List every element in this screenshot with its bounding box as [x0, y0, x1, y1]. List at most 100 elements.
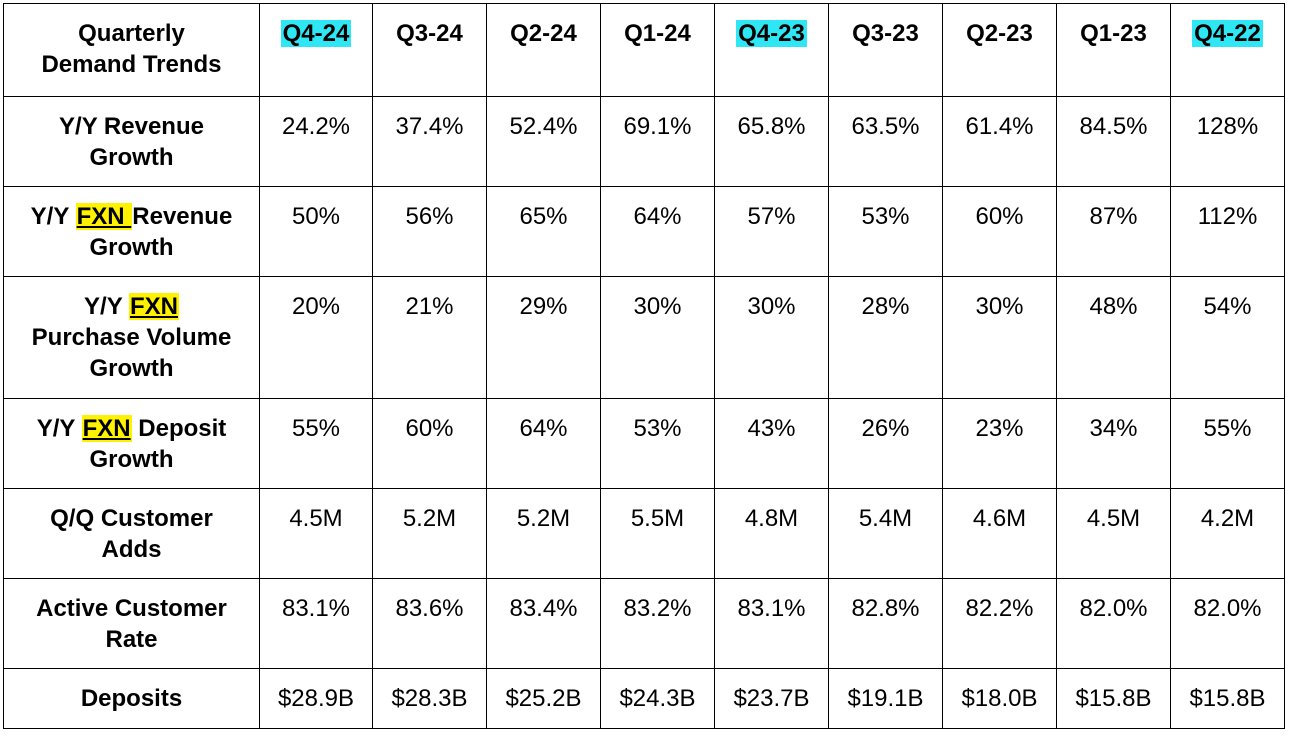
- table-cell: 37.4%: [372, 96, 487, 187]
- table-cell: 21%: [372, 276, 487, 399]
- table-cell: 5.2M: [486, 488, 601, 579]
- table-row-deposits: Deposits $28.9B $28.3B $25.2B $24.3B $23…: [3, 668, 1285, 729]
- row-header-cell: Active Customer Rate: [3, 578, 260, 669]
- table-cell: 87%: [1056, 186, 1171, 277]
- table-cell: 4.5M: [1056, 488, 1171, 579]
- row-label-part: Purchase Volume: [31, 324, 232, 351]
- table-cell: 30%: [600, 276, 715, 399]
- row-label-part: Active Customer: [36, 595, 227, 622]
- column-header-label: Q4-22: [1192, 20, 1263, 47]
- table-cell: 43%: [714, 398, 829, 489]
- column-header-q4-23: Q4-23: [714, 3, 829, 97]
- row-header-cell: Y/Y FXN Deposit Growth: [3, 398, 260, 489]
- table-cell: 30%: [714, 276, 829, 399]
- table-cell: 26%: [828, 398, 943, 489]
- table-cell: $24.3B: [600, 668, 715, 729]
- table-cell: 4.5M: [259, 488, 373, 579]
- table-cell: 57%: [714, 186, 829, 277]
- table-cell: 83.2%: [600, 578, 715, 669]
- table-cell: 61.4%: [942, 96, 1057, 187]
- column-header-label: Q2-23: [966, 20, 1033, 47]
- table-cell: 63.5%: [828, 96, 943, 187]
- table-cell: 50%: [259, 186, 373, 277]
- table-cell: 64%: [600, 186, 715, 277]
- fxn-highlight: FXN: [128, 293, 179, 320]
- table-cell: $28.9B: [259, 668, 373, 729]
- table-row-active-customer-rate: Active Customer Rate 83.1% 83.6% 83.4% 8…: [3, 578, 1285, 669]
- row-label-part: Adds: [101, 536, 162, 563]
- table-cell: 55%: [1170, 398, 1285, 489]
- table-cell: 4.2M: [1170, 488, 1285, 579]
- table-cell: 82.8%: [828, 578, 943, 669]
- table-cell: 83.4%: [486, 578, 601, 669]
- table-cell: $18.0B: [942, 668, 1057, 729]
- column-header-q2-23: Q2-23: [942, 3, 1057, 97]
- table-cell: 30%: [942, 276, 1057, 399]
- table-cell: 4.8M: [714, 488, 829, 579]
- table-cell: 53%: [600, 398, 715, 489]
- table-cell: 48%: [1056, 276, 1171, 399]
- table-cell: $25.2B: [486, 668, 601, 729]
- table-cell: 56%: [372, 186, 487, 277]
- table-cell: 34%: [1056, 398, 1171, 489]
- column-header-q1-24: Q1-24: [600, 3, 715, 97]
- table-cell: 52.4%: [486, 96, 601, 187]
- table-cell: 82.0%: [1170, 578, 1285, 669]
- row-label-part: Y/Y: [36, 415, 82, 442]
- fxn-highlight: FXN: [75, 203, 133, 230]
- table-cell: 82.0%: [1056, 578, 1171, 669]
- row-header-cell: Y/Y FXN Purchase Volume Growth: [3, 276, 260, 399]
- table-cell: $28.3B: [372, 668, 487, 729]
- table-cell: 5.2M: [372, 488, 487, 579]
- table-cell: 60%: [372, 398, 487, 489]
- table-row-yy-revenue-growth: Y/Y Revenue Growth 24.2% 37.4% 52.4% 69.…: [3, 96, 1285, 187]
- table-cell: 54%: [1170, 276, 1285, 399]
- row-label-part: Growth: [89, 355, 174, 382]
- column-header-label: Q2-24: [510, 20, 577, 47]
- table-cell: $19.1B: [828, 668, 943, 729]
- column-header-q4-22: Q4-22: [1170, 3, 1285, 97]
- column-header-q4-24: Q4-24: [259, 3, 373, 97]
- row-header-cell: Y/Y FXN Revenue Growth: [3, 186, 260, 277]
- quarterly-demand-trends-table: Quarterly Demand Trends Q4-24 Q3-24 Q2-2…: [3, 3, 1285, 729]
- row-label-part: Y/Y Revenue: [59, 113, 204, 140]
- table-cell: 53%: [828, 186, 943, 277]
- column-header-label: Q1-24: [624, 20, 691, 47]
- column-header-label: Q1-23: [1080, 20, 1147, 47]
- row-label-part: Growth: [89, 234, 174, 261]
- table-cell: 64%: [486, 398, 601, 489]
- column-header-label: Q4-23: [736, 20, 807, 47]
- table-row-qq-customer-adds: Q/Q Customer Adds 4.5M 5.2M 5.2M 5.5M 4.…: [3, 488, 1285, 579]
- table-cell: 5.5M: [600, 488, 715, 579]
- table-cell: 84.5%: [1056, 96, 1171, 187]
- table-cell: 128%: [1170, 96, 1285, 187]
- demand-trends-table-wrapper: Quarterly Demand Trends Q4-24 Q3-24 Q2-2…: [3, 3, 1285, 729]
- corner-header-cell: Quarterly Demand Trends: [3, 3, 260, 97]
- table-cell: 23%: [942, 398, 1057, 489]
- row-label-part: Growth: [89, 144, 174, 171]
- row-label-part: Y/Y: [84, 293, 129, 320]
- table-cell: 29%: [486, 276, 601, 399]
- table-cell: 112%: [1170, 186, 1285, 277]
- row-label-part: Revenue: [132, 203, 233, 230]
- table-cell: 82.2%: [942, 578, 1057, 669]
- row-label-part: Deposit: [131, 415, 227, 442]
- table-row-yy-fxn-purchase-volume-growth: Y/Y FXN Purchase Volume Growth 20% 21% 2…: [3, 276, 1285, 399]
- table-cell: 20%: [259, 276, 373, 399]
- table-cell: $15.8B: [1170, 668, 1285, 729]
- row-header-cell: Deposits: [3, 668, 260, 729]
- table-cell: 24.2%: [259, 96, 373, 187]
- table-row-yy-fxn-revenue-growth: Y/Y FXN Revenue Growth 50% 56% 65% 64% 5…: [3, 186, 1285, 277]
- column-header-q1-23: Q1-23: [1056, 3, 1171, 97]
- table-header-row: Quarterly Demand Trends Q4-24 Q3-24 Q2-2…: [3, 3, 1285, 97]
- table-cell: 60%: [942, 186, 1057, 277]
- column-header-label: Q3-24: [396, 20, 463, 47]
- table-cell: 5.4M: [828, 488, 943, 579]
- column-header-q2-24: Q2-24: [486, 3, 601, 97]
- column-header-label: Q4-24: [280, 20, 352, 47]
- table-cell: 65%: [486, 186, 601, 277]
- column-header-q3-24: Q3-24: [372, 3, 487, 97]
- row-label-part: Growth: [89, 446, 174, 473]
- fxn-highlight: FXN: [81, 415, 132, 442]
- table-cell: 4.6M: [942, 488, 1057, 579]
